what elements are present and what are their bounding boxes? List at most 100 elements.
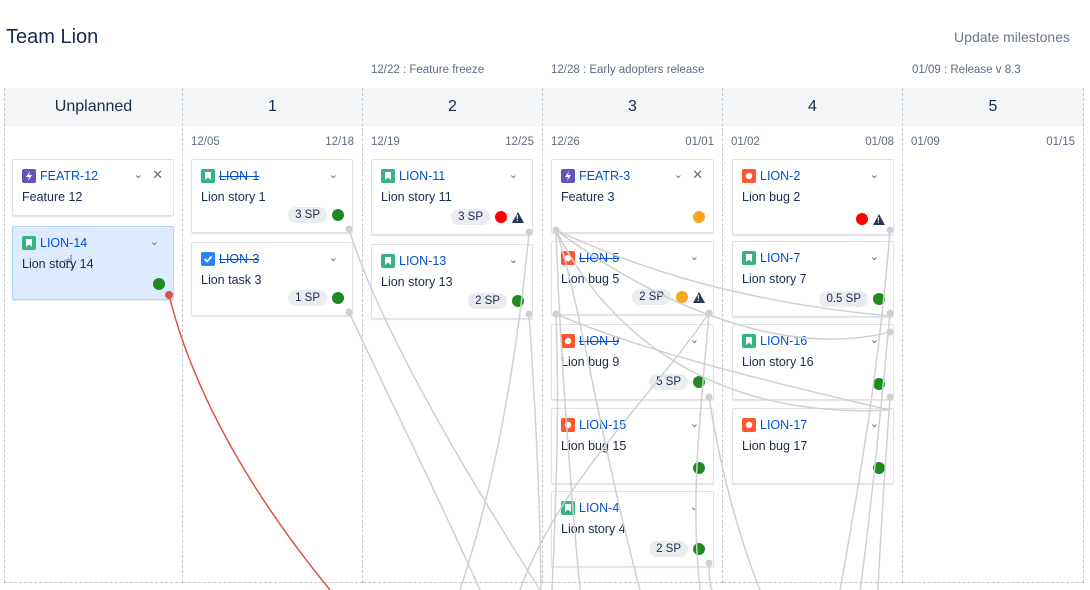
card-key-row: LION-5 (561, 251, 619, 265)
card-key-row: LION-11 (381, 169, 445, 183)
card-key-row: FEATR-12 (22, 169, 98, 183)
card-footer (693, 462, 705, 474)
hand-cursor-icon: ☝ (63, 252, 74, 272)
warning-icon (693, 291, 705, 303)
issue-key-link[interactable]: LION-4 (579, 501, 620, 515)
issue-key-link[interactable]: LION-1 (219, 169, 260, 183)
issue-card[interactable]: LION-1 Lion story 1 ⌄ 3 SP (191, 159, 353, 233)
issue-card[interactable]: LION-14 Lion story 14 ⌄ (12, 226, 174, 300)
chevron-down-icon[interactable]: ⌄ (508, 169, 518, 181)
chevron-down-icon[interactable]: ⌄ (689, 501, 699, 513)
card-key-row: LION-7 (742, 251, 800, 265)
chevron-down-icon[interactable]: ⌄ (689, 334, 699, 346)
status-dot-icon (693, 211, 705, 223)
issue-card[interactable]: LION-3 Lion task 3 ⌄ 1 SP (191, 242, 353, 316)
status-dot-icon (873, 293, 885, 305)
issue-card[interactable]: LION-17 Lion bug 17 ⌄ (732, 408, 894, 484)
issue-key-link[interactable]: LION-5 (579, 251, 620, 265)
story-points-badge: 2 SP (649, 541, 688, 557)
card-key-row: LION-1 (201, 169, 259, 183)
column-sprint-4: 4 01/02 01/08 (723, 88, 903, 583)
issue-card[interactable]: LION-15 Lion bug 15 ⌄ (551, 408, 714, 484)
issue-summary: Lion bug 17 (742, 439, 808, 453)
sprint-start-date: 12/05 (191, 136, 220, 148)
issue-card[interactable]: FEATR-12 Feature 12 ⌄ ✕ (12, 159, 174, 216)
card-footer: 3 SP (451, 209, 524, 225)
issue-summary: Feature 12 (22, 190, 83, 204)
issue-key-link[interactable]: FEATR-12 (40, 169, 99, 183)
page-title: Team Lion (6, 26, 99, 48)
update-milestones-link[interactable]: Update milestones (954, 29, 1070, 45)
issue-key-link[interactable]: LION-14 (40, 236, 88, 250)
feature-icon (561, 169, 575, 183)
chevron-down-icon[interactable]: ⌄ (328, 252, 338, 264)
issue-key-link[interactable]: LION-9 (579, 334, 620, 348)
issue-summary: Lion story 11 (381, 190, 452, 204)
issue-card[interactable]: LION-9 Lion bug 9 ⌄ 5 SP (551, 324, 714, 400)
close-icon[interactable]: ✕ (152, 167, 163, 182)
issue-key-link[interactable]: LION-16 (760, 334, 808, 348)
card-footer (856, 213, 885, 225)
chevron-down-icon[interactable]: ⌄ (869, 418, 879, 430)
chevron-down-icon[interactable]: ⌄ (869, 169, 879, 181)
issue-card[interactable]: LION-13 Lion story 13 ⌄ 2 SP (371, 244, 533, 319)
card-key-row: LION-3 (201, 252, 259, 266)
chevron-down-icon[interactable]: ⌄ (149, 236, 159, 248)
issue-summary: Lion bug 2 (742, 190, 801, 204)
bug-icon (561, 251, 575, 265)
card-key-row: LION-15 (561, 418, 626, 432)
issue-key-link[interactable]: LION-13 (399, 254, 447, 268)
issue-card[interactable]: LION-16 Lion story 16 ⌄ (732, 324, 894, 400)
issue-key-link[interactable]: FEATR-3 (579, 169, 631, 183)
card-footer: 2 SP (649, 541, 705, 557)
story-icon (381, 169, 395, 183)
issue-key-link[interactable]: LION-2 (760, 169, 801, 183)
chevron-down-icon[interactable]: ⌄ (508, 254, 518, 266)
card-footer (153, 278, 165, 290)
card-footer: 5 SP (649, 374, 705, 390)
milestone-label: 01/09 : Release v 8.3 (912, 64, 1021, 76)
issue-key-link[interactable]: LION-17 (760, 418, 808, 432)
card-footer: 0.5 SP (819, 291, 885, 307)
chevron-down-icon[interactable]: ⌄ (869, 334, 879, 346)
issue-summary: Lion story 16 (742, 355, 814, 369)
issue-key-link[interactable]: LION-7 (760, 251, 801, 265)
issue-summary: Feature 3 (561, 190, 615, 204)
column-unplanned: Unplanned (4, 88, 183, 583)
issue-card[interactable]: LION-5 Lion bug 5 ⌄ 2 SP (551, 241, 714, 315)
story-icon (561, 501, 575, 515)
issue-card[interactable]: LION-11 Lion story 11 ⌄ 3 SP (371, 159, 533, 235)
close-icon[interactable]: ✕ (692, 167, 703, 182)
issue-summary: Lion story 4 (561, 522, 626, 536)
issue-key-link[interactable]: LION-15 (579, 418, 627, 432)
chevron-down-icon[interactable]: ⌄ (869, 251, 879, 263)
chevron-down-icon[interactable]: ⌄ (689, 251, 699, 263)
sprint-start-date: 12/26 (551, 136, 580, 148)
card-footer: 2 SP (468, 293, 524, 309)
story-points-badge: 1 SP (288, 290, 327, 306)
status-dot-icon (153, 278, 165, 290)
issue-card[interactable]: LION-4 Lion story 4 ⌄ 2 SP (551, 491, 714, 567)
issue-card[interactable]: FEATR-3 Feature 3 ⌄ ✕ (551, 159, 714, 233)
warning-icon (873, 213, 885, 225)
issue-key-link[interactable]: LION-11 (399, 169, 446, 183)
issue-summary: Lion story 1 (201, 190, 266, 204)
column-title: 4 (723, 88, 902, 126)
bug-icon (561, 334, 575, 348)
issue-summary: Lion story 7 (742, 272, 807, 286)
chevron-down-icon[interactable]: ⌄ (328, 169, 338, 181)
card-key-row: LION-4 (561, 501, 619, 515)
issue-summary: Lion task 3 (201, 273, 262, 287)
story-icon (742, 251, 756, 265)
chevron-down-icon[interactable]: ⌄ (673, 169, 683, 181)
card-key-row: LION-9 (561, 334, 619, 348)
chevron-down-icon[interactable]: ⌄ (689, 418, 699, 430)
card-key-row: LION-2 (742, 169, 800, 183)
bug-icon (742, 169, 756, 183)
warning-icon (512, 211, 524, 223)
status-dot-icon (693, 462, 705, 474)
issue-card[interactable]: LION-7 Lion story 7 ⌄ 0.5 SP (732, 241, 894, 317)
issue-card[interactable]: LION-2 Lion bug 2 ⌄ (732, 159, 894, 235)
chevron-down-icon[interactable]: ⌄ (133, 169, 143, 181)
issue-key-link[interactable]: LION-3 (219, 252, 260, 266)
